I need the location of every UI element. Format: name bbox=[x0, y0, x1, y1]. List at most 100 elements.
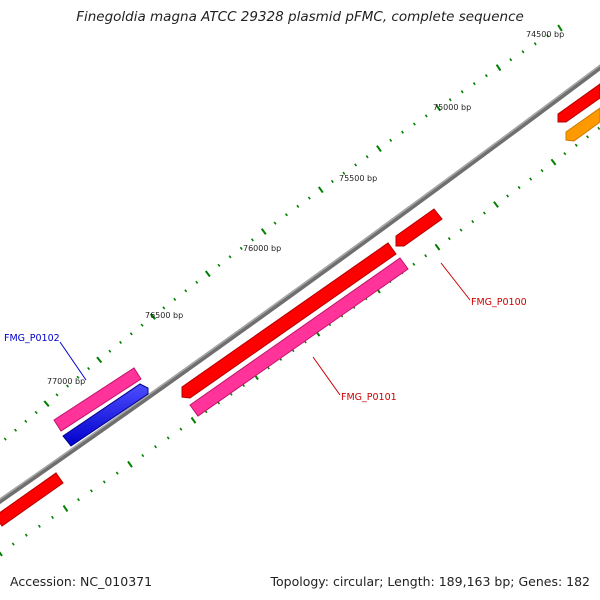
gene-fmg-p0102[interactable] bbox=[62, 383, 149, 447]
tick-mark bbox=[24, 533, 28, 537]
tick-mark bbox=[190, 416, 197, 424]
sequence-backbone bbox=[0, 64, 600, 505]
tick-mark bbox=[472, 82, 476, 86]
tick-mark bbox=[521, 50, 525, 54]
tick-mark bbox=[574, 143, 578, 147]
tick-mark bbox=[557, 24, 563, 32]
tick-mark bbox=[102, 480, 106, 484]
tick-mark bbox=[495, 64, 502, 72]
tick-mark bbox=[460, 90, 464, 94]
tick-mark bbox=[166, 436, 170, 440]
outer-tick-ring bbox=[3, 24, 563, 441]
tick-labels: 74500 bp 75000 bp 75500 bp 76000 bp 7650… bbox=[47, 30, 564, 386]
gene-fmg-p0102-arrow bbox=[62, 383, 149, 447]
tick-mark bbox=[43, 400, 50, 407]
tick-mark bbox=[471, 219, 475, 224]
leader-line-fmg-p0100 bbox=[440, 262, 471, 301]
tick-mark bbox=[140, 323, 144, 327]
leader-line-fmg-p0102 bbox=[59, 341, 87, 381]
tick-mark bbox=[307, 196, 311, 200]
tick-mark bbox=[65, 384, 70, 388]
tick-mark bbox=[89, 489, 93, 493]
tick-mark bbox=[127, 460, 133, 468]
inner-tick-ring bbox=[0, 126, 600, 557]
tick-mark bbox=[484, 74, 488, 78]
tick-label-76000: 76000 bp bbox=[243, 244, 281, 253]
tick-mark bbox=[87, 366, 91, 371]
tick-mark bbox=[162, 306, 166, 310]
gene-orange-top-right[interactable] bbox=[565, 107, 600, 142]
tick-mark bbox=[217, 263, 221, 267]
tick-mark bbox=[365, 155, 369, 159]
tick-mark bbox=[3, 437, 7, 441]
tick-label-74500: 74500 bp bbox=[526, 30, 564, 39]
tick-mark bbox=[517, 185, 521, 190]
tick-mark bbox=[296, 204, 300, 208]
tick-mark bbox=[424, 254, 428, 258]
gene-red-lower-left[interactable] bbox=[0, 472, 64, 527]
tick-mark bbox=[376, 145, 382, 152]
tick-mark bbox=[506, 194, 510, 198]
tick-label-75000: 75000 bp bbox=[433, 103, 471, 112]
gene-label-fmg-p0100[interactable]: FMG_P0100 bbox=[471, 297, 527, 308]
tick-mark bbox=[150, 313, 156, 320]
tick-mark bbox=[13, 428, 18, 432]
tick-label-76500: 76500 bp bbox=[145, 311, 183, 320]
tick-mark bbox=[62, 505, 69, 512]
tick-mark bbox=[260, 228, 267, 235]
tick-mark bbox=[115, 471, 119, 475]
tick-mark bbox=[493, 201, 499, 208]
tick-mark bbox=[447, 237, 451, 241]
tick-mark bbox=[424, 114, 428, 118]
gene-label-fmg-p0101[interactable]: FMG_P0101 bbox=[341, 392, 397, 403]
tick-mark bbox=[34, 410, 38, 415]
tick-mark bbox=[24, 419, 28, 423]
tick-mark bbox=[76, 375, 80, 379]
gene-orange-top-right-arrow bbox=[565, 107, 600, 142]
tick-mark bbox=[529, 177, 533, 181]
gene-red-large-arrow bbox=[181, 242, 397, 399]
gene-fmg-p0100[interactable] bbox=[395, 208, 443, 247]
accession-text: Accession: NC_010371 bbox=[10, 574, 153, 589]
tick-mark bbox=[154, 445, 157, 449]
tick-mark bbox=[597, 126, 600, 130]
summary-text: Topology: circular; Length: 189,163 bp; … bbox=[270, 574, 591, 589]
tick-mark bbox=[173, 297, 177, 301]
tick-label-77000: 77000 bp bbox=[47, 377, 85, 386]
gene-red-top-right-arrow bbox=[557, 83, 600, 123]
gene-red-top-right[interactable] bbox=[557, 83, 600, 123]
gene-red-large[interactable] bbox=[181, 242, 397, 399]
tick-mark bbox=[586, 135, 590, 139]
gene-fmg-p0101[interactable] bbox=[189, 257, 409, 417]
tick-mark bbox=[482, 211, 486, 215]
gene-pink-left[interactable] bbox=[53, 367, 142, 432]
tick-mark bbox=[401, 130, 404, 134]
tick-mark bbox=[55, 393, 59, 397]
tick-mark bbox=[540, 169, 544, 173]
tick-mark bbox=[77, 498, 80, 502]
gene-fmg-p0101-arrow bbox=[189, 257, 409, 417]
tick-mark bbox=[184, 289, 188, 293]
tick-mark bbox=[195, 280, 199, 284]
tick-mark bbox=[37, 524, 41, 528]
tick-mark bbox=[284, 213, 288, 217]
tick-mark bbox=[509, 58, 513, 62]
tick-mark bbox=[0, 551, 3, 557]
tick-mark bbox=[239, 246, 243, 250]
tick-mark bbox=[317, 186, 324, 194]
tick-mark bbox=[342, 171, 346, 175]
tick-mark bbox=[434, 243, 441, 251]
gene-red-lower-left-arrow bbox=[0, 472, 64, 527]
tick-mark bbox=[96, 356, 103, 364]
tick-mark bbox=[435, 104, 442, 112]
tick-label-75500: 75500 bp bbox=[339, 174, 377, 183]
tick-mark bbox=[129, 332, 133, 336]
gene-label-fmg-p0102[interactable]: FMG_P0102 bbox=[4, 333, 60, 344]
gene-fmg-p0100-arrow bbox=[395, 208, 443, 247]
tick-mark bbox=[11, 542, 15, 546]
tick-mark bbox=[546, 34, 550, 38]
tick-mark bbox=[141, 453, 145, 458]
sequence-backbone-highlight bbox=[0, 64, 600, 500]
tick-mark bbox=[228, 255, 232, 259]
